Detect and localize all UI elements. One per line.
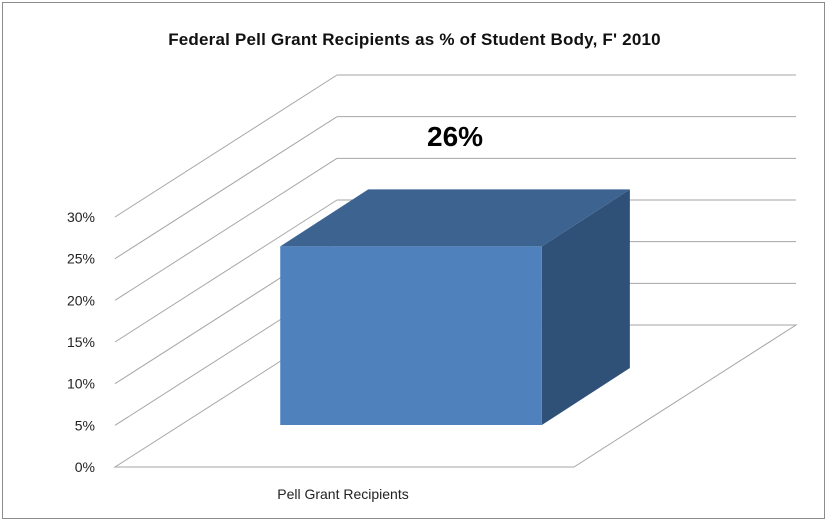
gridline-depth xyxy=(114,74,338,218)
bar xyxy=(280,246,542,425)
data-label: 26% xyxy=(427,121,483,152)
gridline-depth xyxy=(114,199,338,343)
y-tick-label: 30% xyxy=(67,209,95,225)
gridline-depth xyxy=(114,116,338,260)
y-tick-labels: 0% 5% 10% 15% 20% 25% 30% xyxy=(67,209,95,475)
y-tick-label: 20% xyxy=(67,292,95,308)
y-tick-label: 15% xyxy=(67,334,95,350)
y-tick-label: 5% xyxy=(75,417,95,433)
y-tick-label: 0% xyxy=(75,459,95,475)
y-tick-label: 10% xyxy=(67,376,95,392)
bar-side xyxy=(541,189,630,425)
x-tick-label: Pell Grant Recipients xyxy=(277,486,409,502)
y-tick-label: 25% xyxy=(67,251,95,267)
gridline-depth xyxy=(114,157,338,301)
bar-top xyxy=(280,189,630,247)
chart-title: Federal Pell Grant Recipients as % of St… xyxy=(168,30,661,49)
bars: 26% xyxy=(280,121,630,425)
floor xyxy=(113,324,798,468)
